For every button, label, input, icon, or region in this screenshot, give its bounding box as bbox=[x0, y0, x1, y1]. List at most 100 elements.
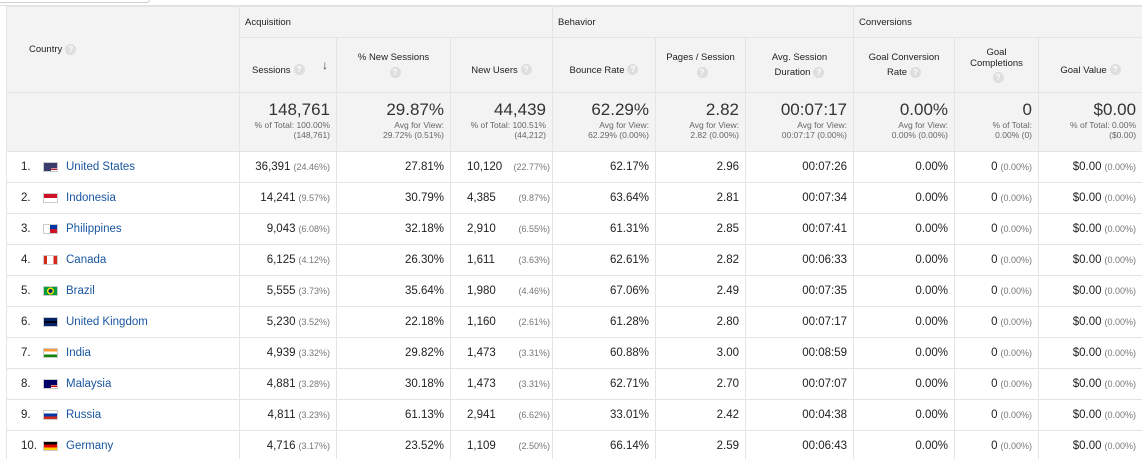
bounce-rate-cell: 33.01% bbox=[552, 399, 657, 431]
total-note: (44,212) bbox=[514, 130, 547, 140]
totals-row: 148,761% of Total: 100.00% (148,761) 29.8… bbox=[6, 92, 1142, 152]
row-index: 6. bbox=[21, 316, 31, 328]
sort-descending-icon[interactable]: ↓ bbox=[322, 58, 328, 72]
total-note: 0.00% (0.00%) bbox=[891, 130, 949, 140]
report-table: Country? Acquisition Behavior Conversion… bbox=[6, 6, 1142, 459]
new-users-percent: (9.87%) bbox=[518, 193, 550, 203]
goal-completions-value: 0 bbox=[991, 192, 998, 204]
new-sessions-value: 32.18% bbox=[404, 223, 444, 235]
behavior-group-header: Behavior bbox=[552, 6, 855, 38]
row-index: 3. bbox=[21, 223, 31, 235]
help-icon[interactable]: ? bbox=[65, 43, 77, 55]
sessions-header[interactable]: Sessions? ↓ bbox=[239, 37, 337, 93]
table-row: 7. India 4,939 (3.32%) 29.82% 1,473 (3.31%)… bbox=[6, 337, 1142, 369]
pages-session-value: 2.81 bbox=[716, 192, 740, 204]
country-link[interactable]: Malaysia bbox=[66, 378, 112, 390]
goal-value-cell: $0.00 (0.00%) bbox=[1038, 399, 1142, 431]
goal-completions-header[interactable]: Goal Completions? bbox=[954, 37, 1040, 93]
goal-conversion-header[interactable]: Goal Conversion Rate? bbox=[853, 37, 956, 93]
help-icon[interactable]: ? bbox=[627, 64, 639, 76]
help-icon[interactable]: ? bbox=[1109, 64, 1121, 76]
total-avg-duration: 00:07:17 Avg for View: 00:07:17 (0.00%) bbox=[745, 92, 855, 152]
sessions-value: 6,125 bbox=[266, 254, 296, 266]
sessions-percent: (3.28%) bbox=[298, 379, 330, 389]
new-users-header[interactable]: New Users? bbox=[449, 37, 554, 93]
country-link[interactable]: Russia bbox=[66, 409, 102, 421]
country-link[interactable]: Brazil bbox=[66, 285, 95, 297]
help-icon[interactable]: ? bbox=[293, 64, 305, 76]
goal-conversion-cell: 0.00% bbox=[853, 337, 956, 369]
country-link[interactable]: Indonesia bbox=[66, 192, 116, 204]
new-sessions-value: 30.79% bbox=[404, 192, 444, 204]
avg-duration-cell: 00:07:34 bbox=[745, 182, 855, 214]
sessions-percent: (6.08%) bbox=[298, 224, 330, 234]
new-sessions-header[interactable]: % New Sessions? bbox=[336, 37, 451, 93]
sessions-value: 4,716 bbox=[266, 440, 296, 452]
sessions-cell: 5,555 (3.73%) bbox=[239, 275, 337, 307]
country-link[interactable]: United Kingdom bbox=[66, 316, 148, 328]
bounce-rate-value: 33.01% bbox=[610, 409, 650, 421]
help-icon[interactable]: ? bbox=[992, 72, 1004, 83]
pages-session-header[interactable]: Pages / Session? bbox=[655, 37, 747, 93]
sessions-percent: (9.57%) bbox=[298, 193, 330, 203]
country-cell: 6. United Kingdom bbox=[6, 306, 240, 338]
new-sessions-value: 22.18% bbox=[404, 316, 444, 328]
country-link[interactable]: Philippines bbox=[66, 223, 122, 235]
new-users-cell: 1,980 (4.46%) bbox=[449, 275, 554, 307]
bounce-rate-cell: 66.14% bbox=[552, 430, 657, 459]
country-link[interactable]: Canada bbox=[66, 254, 107, 266]
avg-duration-header-line2: Duration bbox=[774, 67, 811, 78]
total-bounce-rate: 62.29% Avg for View: 62.29% (0.00%) bbox=[552, 92, 657, 152]
new-users-percent: (3.31%) bbox=[518, 379, 550, 389]
goal-value-cell: $0.00 (0.00%) bbox=[1038, 337, 1142, 369]
flag-my-icon bbox=[43, 378, 58, 389]
sessions-cell: 6,125 (4.12%) bbox=[239, 244, 337, 276]
goal-conversion-cell: 0.00% bbox=[853, 306, 956, 338]
help-icon[interactable]: ? bbox=[910, 66, 922, 78]
bounce-rate-header[interactable]: Bounce Rate? bbox=[552, 37, 657, 93]
goal-conversion-cell: 0.00% bbox=[853, 182, 956, 214]
sessions-cell: 4,716 (3.17%) bbox=[239, 430, 337, 459]
goal-value-header[interactable]: Goal Value? bbox=[1038, 37, 1142, 93]
row-index: 5. bbox=[21, 285, 31, 297]
avg-duration-cell: 00:07:07 bbox=[745, 368, 855, 400]
flag-br-icon bbox=[43, 285, 58, 296]
help-icon[interactable]: ? bbox=[520, 64, 532, 76]
goal-completions-cell: 0 (0.00%) bbox=[954, 430, 1040, 459]
avg-duration-value: 00:07:07 bbox=[802, 378, 848, 390]
sessions-percent: (24.46%) bbox=[293, 162, 330, 172]
goal-completions-value: 0 bbox=[991, 316, 998, 328]
pages-session-cell: 2.80 bbox=[655, 306, 747, 338]
pages-session-cell: 2.59 bbox=[655, 430, 747, 459]
new-sessions-cell: 30.18% bbox=[336, 368, 451, 400]
table-row: 9. Russia 4,811 (3.23%) 61.13% 2,941 (6.62%… bbox=[6, 399, 1142, 431]
country-header[interactable]: Country? bbox=[6, 6, 240, 93]
country-link[interactable]: United States bbox=[66, 161, 136, 173]
pages-session-value: 2.80 bbox=[716, 316, 740, 328]
bounce-rate-cell: 62.71% bbox=[552, 368, 657, 400]
goal-conversion-value: 0.00% bbox=[915, 378, 949, 390]
total-value: $0.00 bbox=[1093, 100, 1137, 119]
new-users-percent: (22.77%) bbox=[513, 162, 550, 172]
pages-session-value: 2.49 bbox=[716, 285, 740, 297]
country-link[interactable]: India bbox=[66, 347, 91, 359]
country-link[interactable]: Germany bbox=[66, 440, 114, 452]
help-icon[interactable]: ? bbox=[389, 66, 401, 78]
goal-value-value: $0.00 bbox=[1072, 223, 1102, 235]
help-icon[interactable]: ? bbox=[813, 66, 825, 78]
table-row: 10. Germany 4,716 (3.17%) 23.52% 1,109 (2.5… bbox=[6, 430, 1142, 459]
goal-value-percent: (0.00%) bbox=[1104, 286, 1137, 296]
pages-session-cell: 2.96 bbox=[655, 151, 747, 183]
bounce-rate-cell: 62.61% bbox=[552, 244, 657, 276]
new-users-percent: (4.46%) bbox=[518, 286, 550, 296]
pages-session-cell: 2.82 bbox=[655, 244, 747, 276]
new-sessions-value: 23.52% bbox=[404, 440, 444, 452]
goal-conversion-value: 0.00% bbox=[915, 440, 949, 452]
help-icon[interactable]: ? bbox=[696, 66, 708, 78]
avg-duration-header[interactable]: Avg. Session Duration? bbox=[745, 37, 855, 93]
goal-value-percent: (0.00%) bbox=[1104, 317, 1137, 327]
total-note: Avg for View: bbox=[394, 120, 444, 130]
goal-conversion-cell: 0.00% bbox=[853, 213, 956, 245]
goal-conversion-value: 0.00% bbox=[915, 161, 949, 173]
goal-completions-percent: (0.00%) bbox=[1000, 286, 1033, 296]
